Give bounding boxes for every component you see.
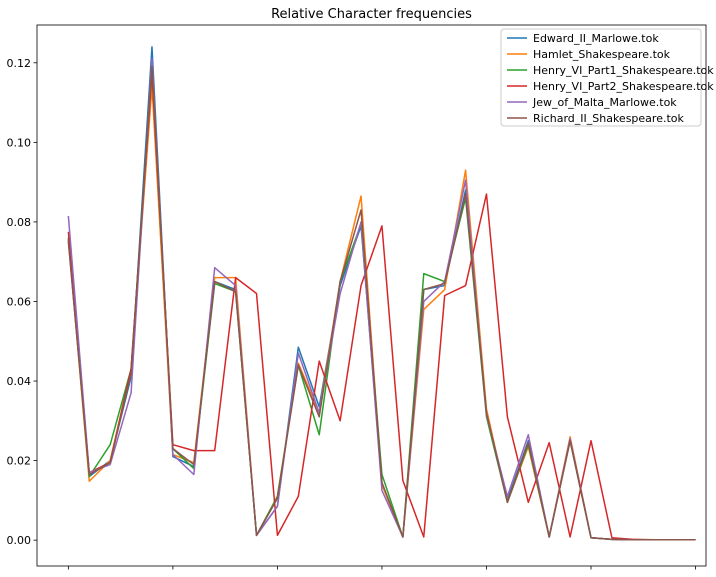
y-tick-label: 0.02 [7,455,32,468]
axes: 0.00 0.02 0.04 0.06 0.08 0.10 0.12 [7,24,707,570]
y-tick-label: 0.10 [7,136,32,149]
legend-box [500,28,702,127]
y-tick-label: 0.06 [7,295,32,308]
y-tick-label: 0.04 [7,375,32,388]
y-tick-label: 0.12 [7,57,32,70]
legend-label-1: Edward_II_Marlowe.tok [533,32,659,45]
chart-title: Relative Character frequencies [271,7,472,22]
legend-label-2: Hamlet_Shakespeare.tok [533,48,671,61]
series-line-3 [67,70,696,541]
legend-label-6: Richard_II_Shakespeare.tok [533,112,685,125]
legend: Edward_II_Marlowe.tok Hamlet_Shakespeare.… [500,28,714,127]
legend-label-4: Henry_VI_Part2_Shakespeare.tok [533,80,714,93]
y-tick-label: 0.08 [7,216,32,229]
legend-label-5: Jew_of_Malta_Marlowe.tok [532,96,677,109]
legend-label-3: Henry_VI_Part1_Shakespeare.tok [533,64,714,77]
plot-frame [36,24,707,567]
y-tick-label: 0.00 [7,534,32,547]
plot-area [67,46,696,541]
series-line-6 [67,66,696,541]
